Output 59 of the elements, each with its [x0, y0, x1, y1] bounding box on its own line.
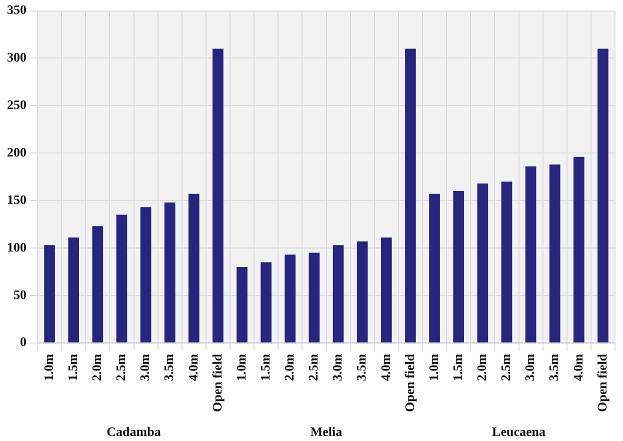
bar [573, 156, 584, 342]
y-tick-label: 300 [7, 50, 26, 65]
x-tick-label: 3.5m [354, 354, 369, 381]
x-tick-label: 4.0m [378, 354, 393, 381]
bar [405, 48, 416, 342]
bar [92, 226, 104, 342]
x-tick-label: 2.0m [282, 354, 297, 381]
bar [356, 241, 368, 342]
bar [188, 194, 200, 342]
bar [453, 191, 464, 342]
y-tick-label: 100 [7, 239, 26, 254]
x-tick-label: 2.0m [474, 354, 490, 381]
text: Cadamba [106, 424, 162, 439]
bar [164, 202, 176, 342]
x-tick-label: 2.5m [498, 354, 514, 381]
bar [116, 214, 128, 342]
x-tick-label: 2.0m [89, 354, 104, 381]
x-tick-label: 4.0m [185, 354, 200, 381]
y-tick-label: 350 [7, 2, 26, 18]
bar [477, 183, 488, 342]
y-tick-label: 150 [7, 192, 26, 207]
x-tick-label: 1.5m [64, 354, 80, 381]
x-tick-label: Open field [402, 353, 417, 412]
y-tick-label: 50 [14, 286, 26, 302]
x-tick-label: 1.5m [257, 354, 272, 381]
bar [380, 238, 392, 342]
y-tick-label: 250 [7, 97, 26, 112]
bar [598, 48, 608, 342]
bar [44, 245, 55, 342]
bar [332, 245, 344, 342]
x-tick-label: 3.0m [522, 354, 538, 381]
bar [140, 207, 152, 342]
x-tick-label: 1.0m [40, 354, 56, 381]
bar [501, 182, 512, 342]
bar [308, 252, 320, 342]
bar [525, 166, 536, 342]
bar [284, 254, 296, 342]
x-tick-label: 3.5m [546, 354, 562, 381]
y-tick-label: 200 [7, 144, 26, 160]
bar [260, 262, 272, 342]
x-tick-label: 1.0m [233, 354, 248, 381]
x-tick-label: 1.5m [450, 354, 465, 381]
bar [212, 48, 224, 342]
bar [68, 238, 80, 342]
x-tick-label: 3.0m [330, 354, 345, 381]
x-tick-label: Open field [594, 353, 610, 412]
x-tick-label: 1.0m [426, 354, 441, 381]
bar [236, 266, 248, 342]
x-tick-label: Open field [209, 353, 224, 412]
text: Melia [310, 424, 343, 439]
y-tick-label: 0 [20, 334, 26, 350]
text: Leucaena [492, 424, 546, 439]
x-tick-label: 4.0m [570, 354, 586, 381]
bar [549, 164, 560, 342]
x-tick-label: 2.5m [113, 354, 128, 381]
x-tick-label: 3.5m [161, 354, 176, 381]
bar [429, 194, 440, 342]
x-tick-label: 2.5m [306, 354, 321, 381]
x-tick-label: 3.0m [137, 354, 152, 381]
